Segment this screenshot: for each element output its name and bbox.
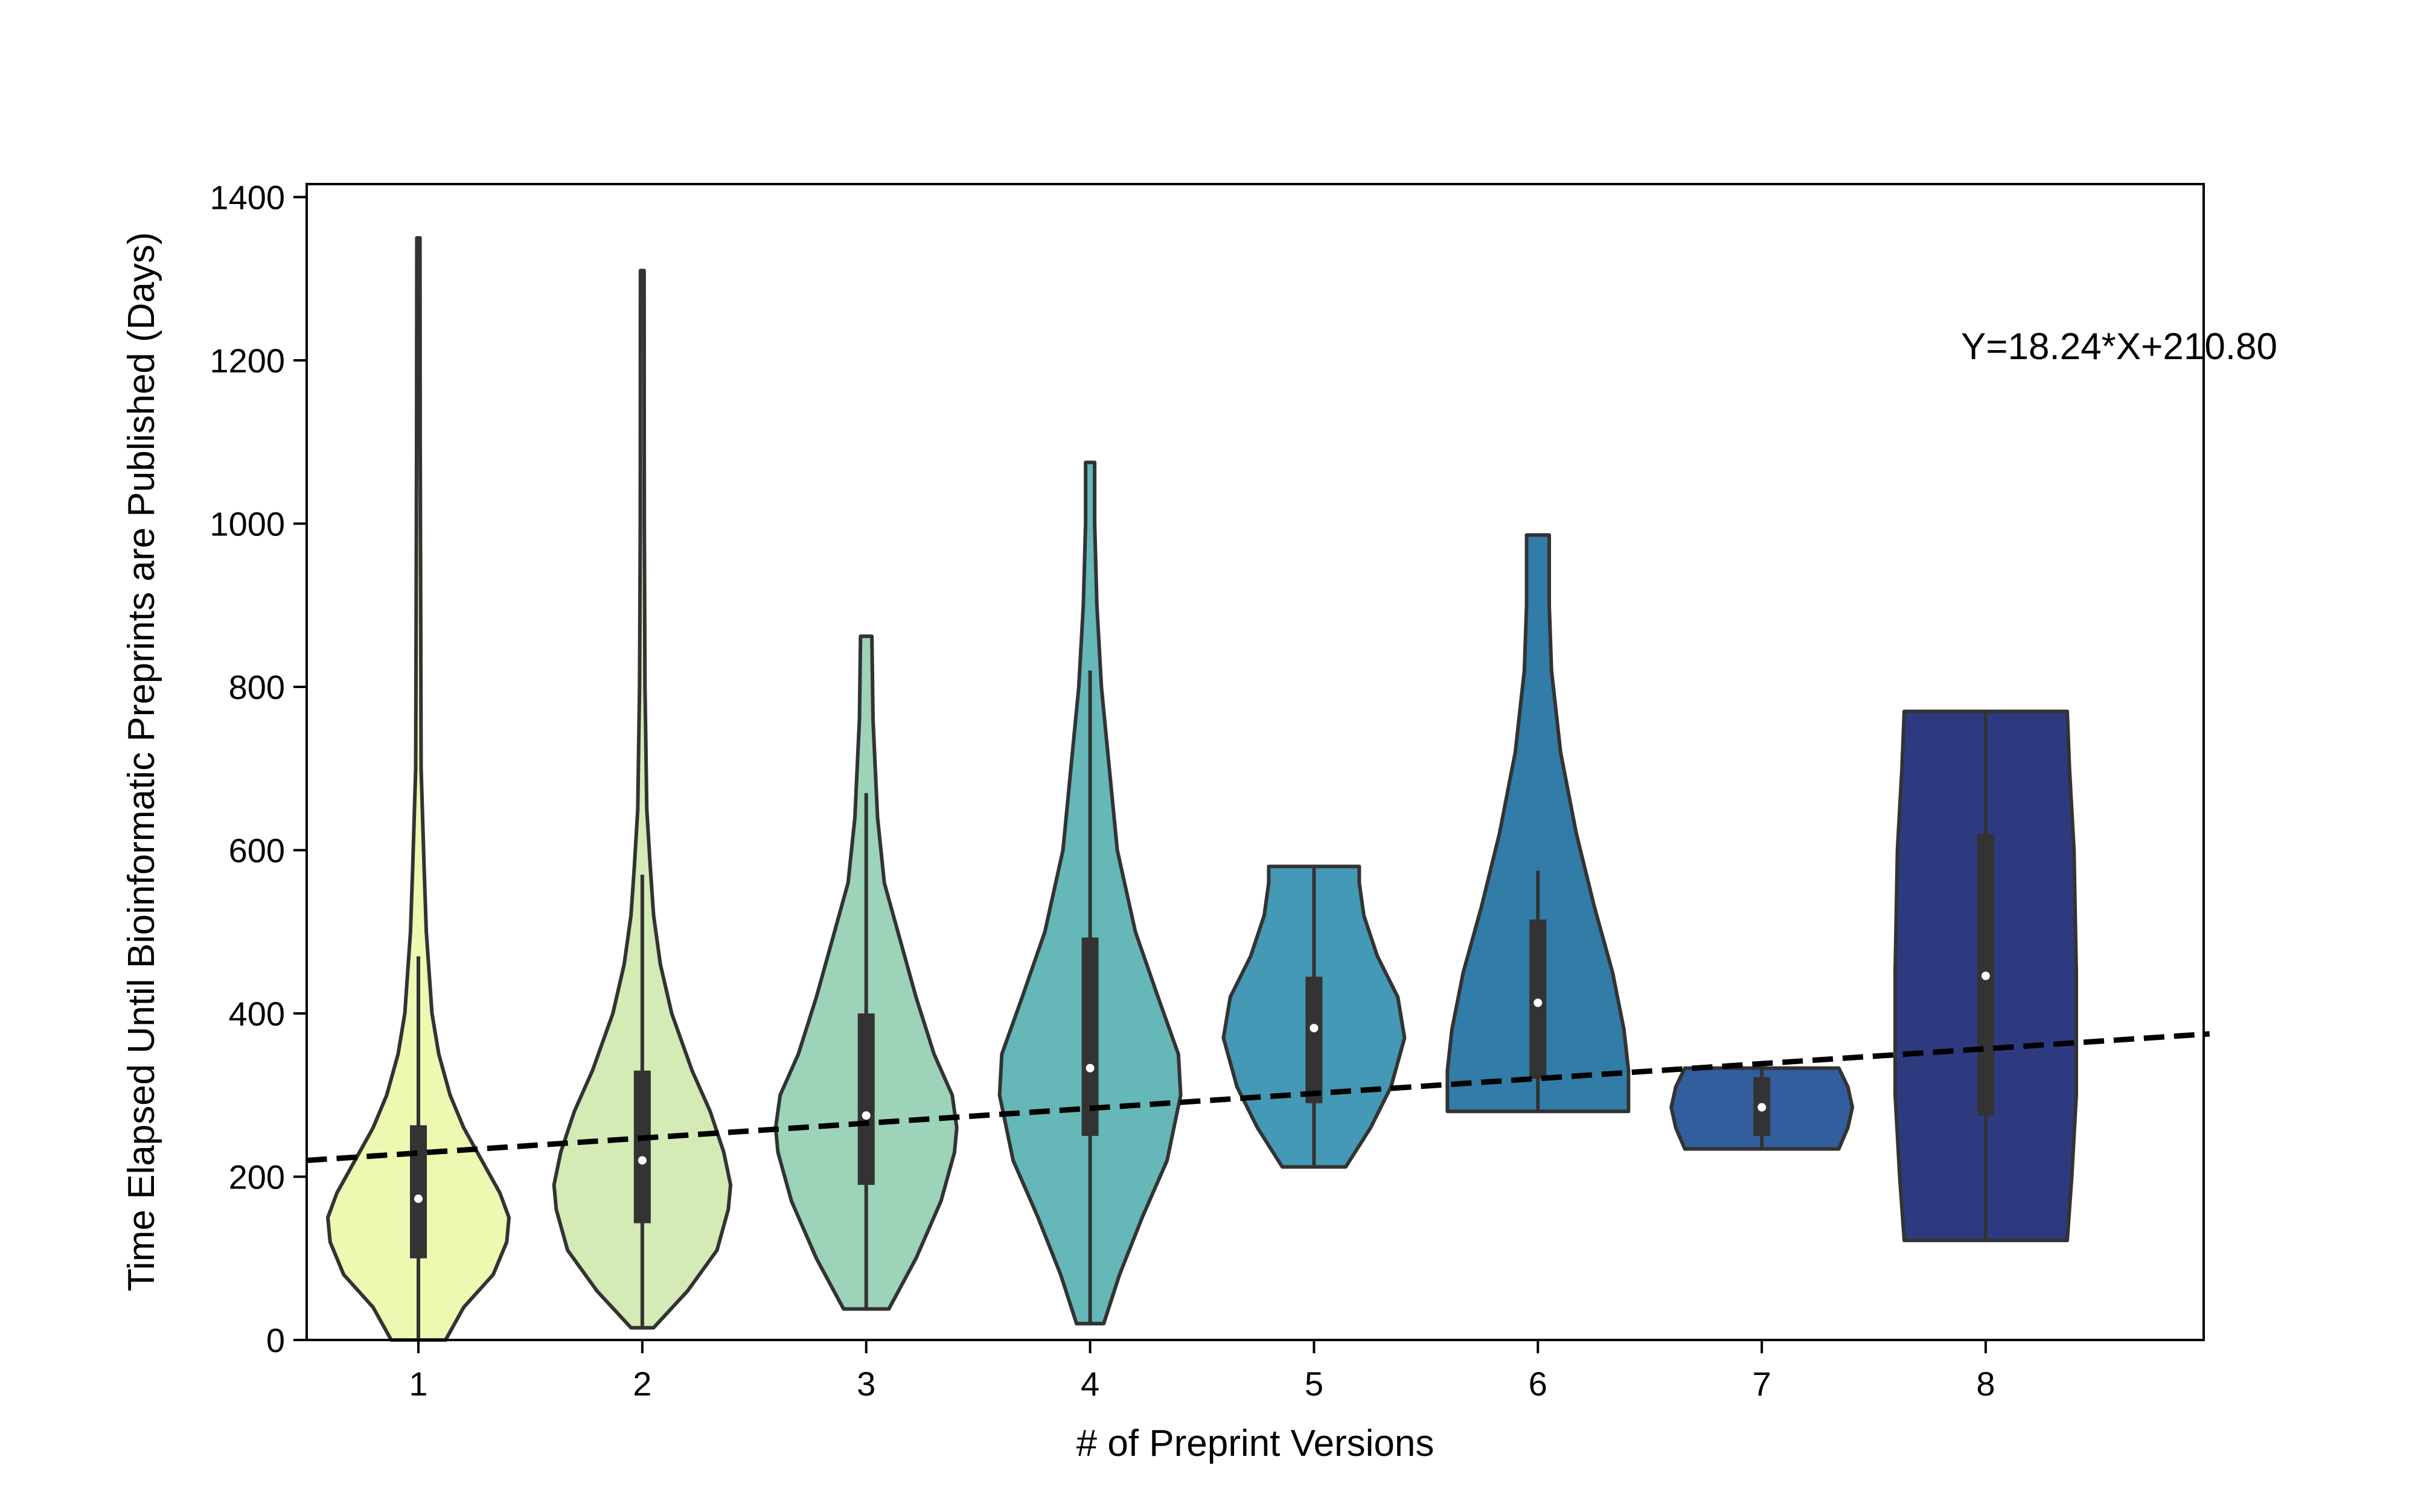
violin-3 — [773, 634, 959, 1311]
violins-layer — [326, 236, 2078, 1342]
violin-iqr-box — [1081, 937, 1099, 1136]
x-tick-label: 3 — [857, 1365, 875, 1403]
violin-median-dot — [1086, 1064, 1095, 1073]
x-tick-label: 4 — [1081, 1365, 1099, 1403]
regression-equation: Y=18.24*X+210.80 — [1961, 326, 2277, 368]
violin-6 — [1445, 533, 1631, 1114]
violin-body — [326, 236, 511, 1342]
y-tick-label: 200 — [229, 1158, 285, 1196]
plot-frame — [305, 183, 2205, 1341]
x-tick-label: 8 — [1976, 1365, 1995, 1403]
violin-median-dot — [1534, 998, 1543, 1007]
y-axis: 0 200 400 600 800 1000 1200 1400 — [210, 179, 307, 1359]
y-tick-label: 600 — [229, 832, 285, 870]
x-axis: 1 2 3 4 5 6 7 8 — [409, 1340, 1995, 1403]
violin-7 — [1669, 1066, 1855, 1151]
y-tick-label: 1000 — [210, 505, 285, 543]
violin-median-dot — [638, 1156, 647, 1165]
y-axis-label: Time Elapsed Until Bioinformatic Preprin… — [121, 232, 162, 1291]
violin-median-dot — [1758, 1103, 1767, 1112]
violin-iqr-box — [633, 1070, 651, 1223]
violin-median-dot — [862, 1111, 871, 1120]
violin-body — [1445, 533, 1631, 1114]
violin-iqr-box — [410, 1125, 427, 1258]
x-tick-label: 6 — [1529, 1365, 1547, 1403]
violin-2 — [552, 269, 733, 1330]
violin-4 — [997, 461, 1183, 1325]
y-tick-label: 400 — [229, 995, 285, 1033]
x-tick-label: 1 — [409, 1365, 427, 1403]
violin-5 — [1221, 864, 1407, 1169]
y-tick-label: 1200 — [210, 342, 285, 380]
violin-1 — [326, 236, 511, 1342]
violin-8 — [1893, 709, 2078, 1242]
y-tick-label: 1400 — [210, 179, 285, 217]
regression-layer — [306, 1031, 2210, 1164]
violin-body — [552, 269, 733, 1330]
violin-iqr-box — [857, 1013, 875, 1185]
x-axis-label: # of Preprint Versions — [1076, 1423, 1435, 1464]
violin-median-dot — [414, 1195, 423, 1204]
regression-line — [306, 1031, 2210, 1164]
violin-iqr-box — [1305, 977, 1323, 1103]
violin-median-dot — [1310, 1024, 1319, 1033]
x-tick-label: 7 — [1753, 1365, 1771, 1403]
x-tick-label: 2 — [633, 1365, 651, 1403]
y-tick-label: 0 — [266, 1321, 285, 1359]
x-tick-label: 5 — [1305, 1365, 1323, 1403]
y-tick-label: 800 — [229, 668, 285, 706]
violin-median-dot — [1981, 971, 1990, 980]
